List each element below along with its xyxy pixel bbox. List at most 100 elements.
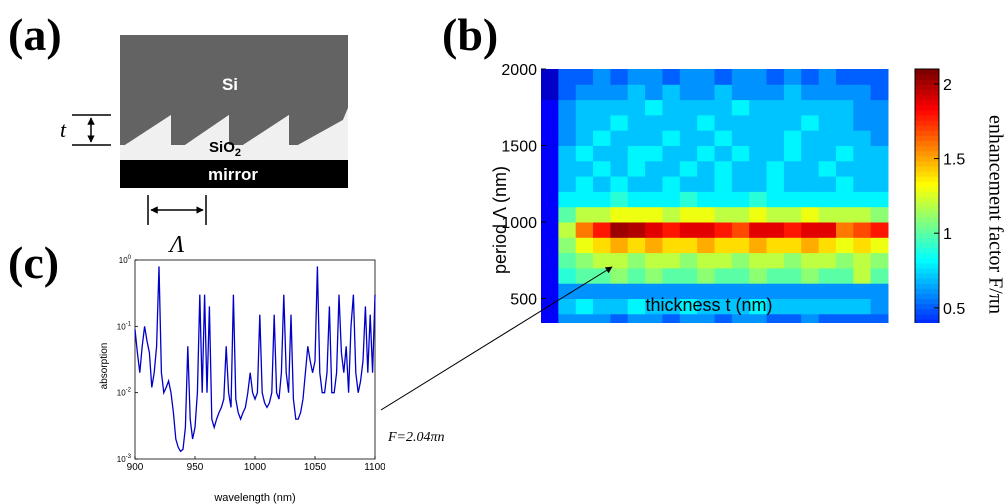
heatmap-cell <box>818 84 837 101</box>
colorbar-segment <box>915 125 939 131</box>
heatmap-cell <box>714 130 733 146</box>
colorbar-segment <box>915 303 939 310</box>
heatmap-cell <box>731 283 750 299</box>
colorbar-segment <box>915 293 939 300</box>
heatmap-cell <box>853 176 872 192</box>
heatmap-cell <box>766 222 785 238</box>
heatmap-cell <box>558 283 577 299</box>
heatmap-cell <box>783 160 802 177</box>
heatmap-cell <box>697 114 715 131</box>
heatmap-cell <box>818 160 837 177</box>
heatmap-cell <box>714 237 733 254</box>
heatmap-cell <box>593 283 611 299</box>
heatmap-cell <box>749 313 768 323</box>
heatmap-cell <box>645 267 663 284</box>
heatmap-cell <box>662 313 681 323</box>
heatmap-cell <box>662 283 681 299</box>
colorbar-segment <box>915 145 939 152</box>
heatmap-cell <box>627 176 646 192</box>
period-label: Λ <box>168 232 185 258</box>
heatmap-cell <box>783 84 802 101</box>
heatmap-cell <box>835 206 854 223</box>
absorption-chart: 900 950 1000 1050 1100 100 10-1 10-2 10-3 absorp… <box>99 255 385 504</box>
heatmap-cell <box>697 191 715 208</box>
heatmap-cell <box>714 191 733 208</box>
heatmap-cell <box>593 206 611 223</box>
thickness-label: t <box>60 117 67 142</box>
heatmap-cell <box>593 222 611 238</box>
colorbar-segment <box>915 232 939 238</box>
heatmap-cell <box>835 237 854 254</box>
heatmap-cell <box>731 176 750 192</box>
colorbar-tick-label: 2 <box>943 77 952 94</box>
heatmap-cell <box>783 145 802 162</box>
colorbar-segment <box>915 160 939 167</box>
heatmap-cell <box>766 252 785 269</box>
heatmap-cell <box>818 69 837 85</box>
heatmap-cell <box>575 69 594 85</box>
heatmap-cell <box>697 160 715 177</box>
heatmap-cell <box>575 114 594 131</box>
heatmap-cell <box>835 160 854 177</box>
heatmap-cell <box>645 69 663 85</box>
colorbar-segment <box>915 283 939 289</box>
heatmap-cell <box>766 176 785 192</box>
colorbar-segment <box>915 211 939 218</box>
heatmap-cell <box>662 267 681 284</box>
colorbar-segment <box>915 84 939 90</box>
heatmap-cell <box>697 283 715 299</box>
annotation-text: F=2.04πn <box>388 430 445 445</box>
heatmap-cell <box>697 99 715 116</box>
heatmap-y-tick-label: 2000 <box>501 62 537 79</box>
heatmap-cell <box>558 160 577 177</box>
heatmap-cell <box>749 145 768 162</box>
heatmap-cell <box>783 237 802 254</box>
heatmap-cell <box>749 84 768 101</box>
heatmap-cell <box>627 99 646 116</box>
heatmap-cell <box>870 237 889 254</box>
heatmap-cell <box>627 84 646 101</box>
heatmap-cell <box>801 160 820 177</box>
colorbar-segment <box>915 227 939 233</box>
heatmap-cell <box>610 206 629 223</box>
colorbar-segment <box>915 196 939 203</box>
heatmap-cell <box>853 145 872 162</box>
heatmap-cell <box>541 114 559 131</box>
colorbar-segment <box>915 206 939 213</box>
heatmap-cell <box>749 283 768 299</box>
heatmap-cell <box>731 191 750 208</box>
heatmap-cell <box>714 114 733 131</box>
heatmap-cell <box>697 267 715 284</box>
heatmap-cell <box>558 237 577 254</box>
heatmap-cell <box>679 191 698 208</box>
heatmap-cell <box>731 99 750 116</box>
heatmap-cell <box>766 191 785 208</box>
heatmap-cell <box>541 222 559 238</box>
heatmap-cell <box>558 145 577 162</box>
heatmap-cell <box>627 298 646 315</box>
heatmap-cell <box>679 114 698 131</box>
heatmap-cell <box>870 145 889 162</box>
heatmap-cell <box>731 298 750 315</box>
heatmap-cell <box>766 267 785 284</box>
heatmap-cell <box>610 99 629 116</box>
heatmap-cell <box>853 237 872 254</box>
heatmap-cell <box>679 252 698 269</box>
heatmap-xlabel: thickness t (nm) <box>645 295 773 315</box>
heatmap-cell <box>731 222 750 238</box>
heatmap-cell <box>835 99 854 116</box>
heatmap-cell <box>818 145 837 162</box>
heatmap-cell <box>853 160 872 177</box>
heatmap-cell <box>627 69 646 85</box>
heatmap-cell <box>541 84 559 101</box>
heatmap-cell <box>645 313 663 323</box>
heatmap-cell <box>558 267 577 284</box>
colorbar-segment <box>915 94 939 101</box>
heatmap-cell <box>853 252 872 269</box>
heatmap-cell <box>853 283 872 299</box>
heatmap-cell <box>853 130 872 146</box>
heatmap-cell <box>731 84 750 101</box>
heatmap-cell <box>558 130 577 146</box>
heatmap-cell <box>593 298 611 315</box>
heatmap-cell <box>835 313 854 323</box>
